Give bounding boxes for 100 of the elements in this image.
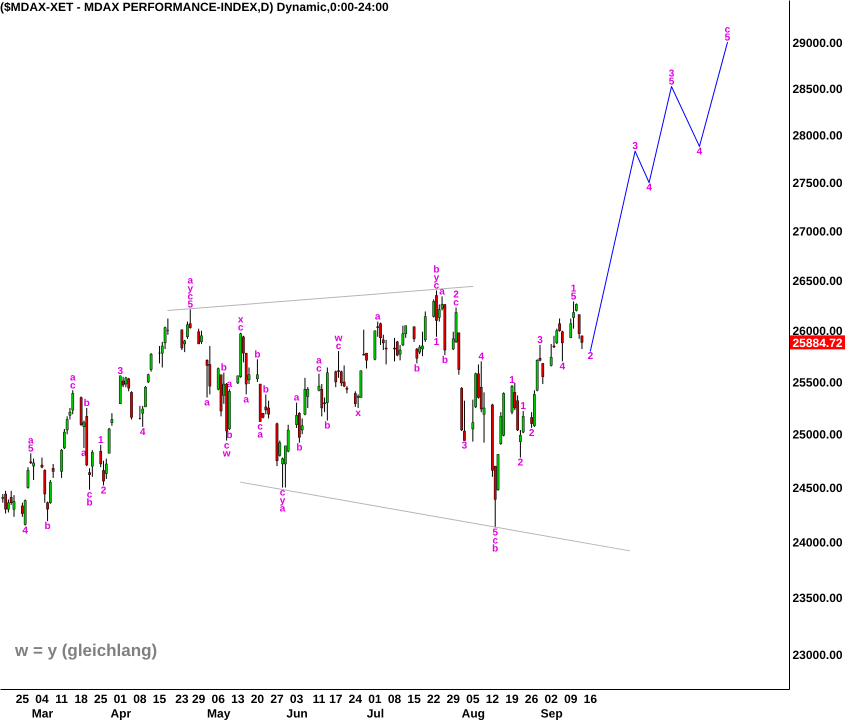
x2-tick-label: Mar — [32, 706, 54, 720]
x2-tick-label: May — [207, 706, 231, 720]
annotation: b — [226, 430, 232, 442]
annotation: 5 — [28, 443, 34, 454]
annotation: 4 — [140, 426, 146, 438]
annotation: b — [254, 349, 260, 360]
annotation: 3 — [118, 366, 124, 377]
x-tick-label: 04 — [35, 692, 49, 706]
x-tick-label: 20 — [250, 692, 264, 706]
annotation: 4 — [696, 146, 703, 158]
candlestick — [180, 329, 184, 351]
annotation: 2 — [100, 485, 107, 496]
x-tick-label: 26 — [524, 692, 539, 706]
candlestick — [197, 328, 200, 344]
y-tick-label: 23500.00 — [792, 591, 843, 606]
candlestick — [52, 463, 55, 478]
annotation: 3 — [462, 440, 468, 452]
annotation: 2 — [588, 351, 594, 362]
x2-tick-label: Apr — [110, 706, 132, 720]
y-tick-label: 28500.00 — [792, 82, 843, 96]
annotation: 4 — [478, 351, 484, 362]
y-tick-label: 25500.00 — [792, 375, 843, 390]
x-tick-label: 15 — [407, 692, 422, 706]
annotation: b — [220, 362, 227, 374]
annotation: 1 — [434, 336, 440, 348]
x-tick-label: 01 — [368, 692, 382, 706]
candlestick — [432, 298, 436, 318]
x-tick-label: 02 — [544, 692, 558, 706]
x-tick-label: 17 — [329, 692, 343, 706]
candlestick — [256, 358, 259, 382]
candlestick — [541, 362, 544, 385]
annotation: a — [294, 392, 300, 404]
annotation: b — [492, 544, 498, 555]
annotation: w = y (gleichlang) — [14, 641, 158, 660]
x-tick-label: 25 — [94, 692, 108, 706]
x-tick-label: 01 — [114, 692, 128, 706]
x-tick-label: 25 — [16, 692, 30, 706]
x-tick-label: 09 — [564, 692, 578, 706]
candlestick — [580, 335, 584, 350]
candlestick — [110, 412, 114, 426]
annotation: 5 — [492, 528, 498, 539]
y-tick-label: 25000.00 — [792, 428, 843, 442]
x-tick-label: 08 — [133, 692, 147, 706]
x-tick-label: 11 — [55, 692, 68, 706]
x-tick-label: 06 — [212, 692, 226, 706]
annotation: a — [439, 286, 446, 298]
x2-tick-label: Aug — [462, 706, 486, 720]
annotation: b — [324, 420, 330, 432]
candlestick — [208, 345, 212, 395]
annotation: b — [414, 363, 420, 374]
y-tick-label: 24000.00 — [792, 535, 843, 550]
line-series — [590, 42, 728, 352]
y-tick-label: 23000.00 — [792, 648, 843, 662]
y-tick-label: 29000.00 — [792, 36, 843, 50]
annotation: a — [204, 398, 210, 409]
candlestick — [200, 330, 203, 344]
annotation: 5 — [187, 299, 194, 310]
x-tick-label: 27 — [270, 692, 284, 706]
candlestick — [416, 348, 418, 364]
x-tick-label: 19 — [505, 692, 520, 706]
candlestick — [124, 376, 128, 388]
x2-tick-label: Jun — [286, 706, 308, 720]
candlestick — [90, 450, 94, 478]
x-tick-label: 23 — [175, 692, 189, 706]
annotation: x — [355, 408, 362, 419]
x2-tick-label: Sep — [540, 706, 563, 720]
annotation: 1 — [520, 401, 526, 412]
annotation: 1 — [509, 375, 516, 386]
annotation: a — [374, 312, 381, 323]
annotation: b — [86, 498, 93, 509]
candlestick — [550, 343, 553, 367]
x-tick-label: 05 — [466, 692, 480, 706]
x-tick-label: 22 — [426, 692, 441, 706]
annotation: 5 — [724, 32, 731, 44]
y-tick-label: 24500.00 — [792, 481, 843, 496]
candlestick — [354, 390, 357, 408]
x-tick-label: 11 — [312, 692, 326, 706]
annotation: 1 — [98, 434, 104, 446]
candlestick — [384, 339, 388, 365]
chart-title: ($MDAX-XET - MDAX PERFORMANCE-INDEX,D) Dynamic,0:00-24:00 — [0, 0, 390, 14]
candlestick — [150, 352, 152, 372]
annotation: b — [442, 355, 448, 366]
annotation: 2 — [518, 458, 524, 469]
annotation: 4 — [646, 182, 652, 194]
x-tick-label: 29 — [446, 692, 460, 706]
y-tick-label: 28000.00 — [792, 128, 843, 143]
annotation: b — [262, 384, 269, 396]
x-tick-label: 24 — [348, 692, 362, 706]
annotation: 3 — [537, 334, 544, 346]
annotation: a — [243, 394, 250, 406]
candlestick — [60, 448, 63, 478]
x2-tick-label: Jul — [366, 706, 384, 720]
y-tick-label: 26000.00 — [792, 324, 843, 338]
x-tick-label: 18 — [74, 692, 88, 706]
x-tick-label: 12 — [486, 692, 500, 706]
x-tick-label: 08 — [388, 692, 402, 706]
annotation: b — [84, 398, 90, 409]
candlestick — [40, 457, 44, 469]
candlestick — [146, 373, 150, 384]
annotation: b — [44, 521, 51, 532]
